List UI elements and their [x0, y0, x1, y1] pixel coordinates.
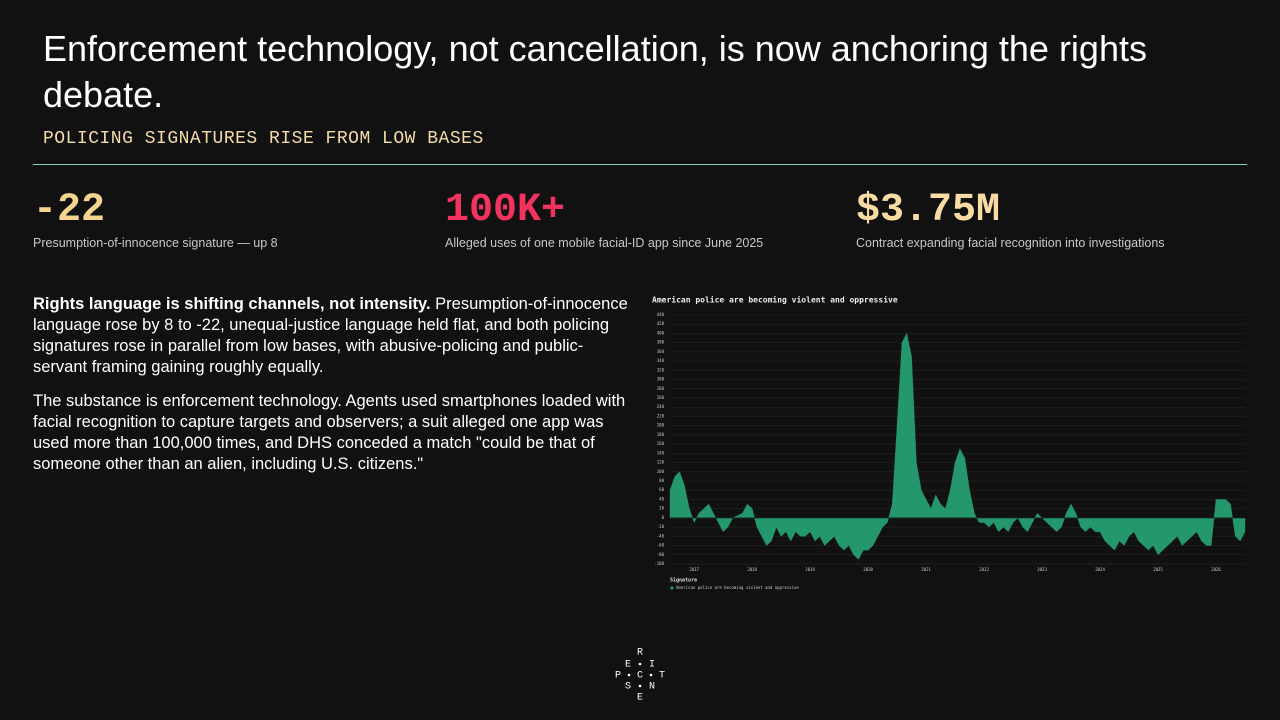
logo-letter: C	[637, 671, 643, 682]
kpi: -22 Presumption-of-innocence signature —…	[33, 188, 278, 250]
y-tick-label: 200	[657, 423, 665, 428]
x-tick-label: 2025	[1153, 567, 1163, 572]
y-tick-label: 420	[657, 321, 665, 326]
logo-letter: N	[649, 682, 655, 693]
y-tick-label: -40	[657, 533, 665, 538]
paragraph: The substance is enforcement technology.…	[33, 392, 626, 473]
logo-letter: P	[615, 671, 621, 682]
y-tick-label: 260	[657, 395, 665, 400]
y-tick-label: 140	[657, 450, 665, 455]
legend-swatch	[670, 586, 674, 590]
y-tick-label: 320	[657, 367, 665, 372]
logo-letter: I	[649, 660, 655, 671]
x-tick-label: 2019	[805, 567, 815, 572]
y-tick-label: 40	[659, 496, 664, 501]
text: Presumption-of-innocence language rose b…	[33, 295, 628, 376]
x-tick-label: 2026	[1211, 567, 1221, 572]
y-tick-label: 360	[657, 349, 665, 354]
kpi-caption: Presumption-of-innocence signature — up …	[33, 236, 278, 250]
logo-letter: E	[637, 693, 643, 704]
y-tick-label: -100	[654, 561, 664, 566]
logo-dot	[638, 662, 642, 666]
x-tick-label: 2024	[1095, 567, 1105, 572]
slide-title: Enforcement technology, not cancellation…	[43, 28, 1147, 115]
kpi-value: 100K+	[445, 188, 566, 233]
y-tick-label: 340	[657, 358, 665, 363]
y-tick-label: 20	[659, 506, 664, 511]
x-tick-label: 2021	[921, 567, 931, 572]
logo-letter: S	[625, 682, 631, 693]
x-tick-label: 2017	[689, 567, 699, 572]
kpi-value: -22	[33, 188, 106, 233]
y-tick-label: 240	[657, 404, 665, 409]
logo-dot	[638, 684, 642, 688]
divider	[33, 164, 1247, 165]
y-tick-label: -20	[657, 524, 665, 529]
logo: RE IP C TS NE	[615, 648, 665, 704]
y-tick-label: 280	[657, 386, 665, 391]
y-tick-label: 440	[657, 312, 665, 317]
x-tick-label: 2022	[979, 567, 989, 572]
y-tick-label: 80	[659, 478, 664, 483]
legend-title: Signature	[670, 578, 697, 584]
subtitle: POLICING SIGNATURES RISE FROM LOW BASES	[43, 129, 484, 149]
y-tick-label: 180	[657, 432, 665, 437]
y-tick-label: 160	[657, 441, 665, 446]
logo-dot	[649, 673, 653, 677]
area	[669, 332, 1246, 560]
paragraph: Rights language is shifting channels, no…	[33, 294, 633, 378]
lead: Rights language is shifting channels, no…	[33, 295, 431, 313]
kpi-caption: Alleged uses of one mobile facial-ID app…	[445, 236, 764, 250]
kpi-caption: Contract expanding facial recognition in…	[856, 236, 1165, 250]
legend-label: American police are becoming violent and…	[676, 585, 799, 590]
x-tick-label: 2020	[863, 567, 873, 572]
y-tick-label: 220	[657, 413, 665, 418]
x-tick-label: 2023	[1037, 567, 1047, 572]
chart-title: American police are becoming violent and…	[652, 295, 898, 305]
y-tick-label: 0	[662, 515, 665, 520]
y-tick-label: 100	[657, 469, 665, 474]
y-tick-label: -60	[657, 543, 665, 548]
kpi: $3.75M Contract expanding facial recogni…	[856, 188, 1165, 250]
y-tick-label: 400	[657, 330, 665, 335]
chart: American police are becoming violent and…	[652, 295, 1246, 590]
body-text: Rights language is shifting channels, no…	[33, 294, 633, 488]
logo-letter: E	[625, 660, 631, 671]
y-tick-label: 380	[657, 340, 665, 345]
y-tick-label: 120	[657, 460, 665, 465]
y-tick-label: -80	[657, 552, 665, 557]
logo-letter: T	[659, 671, 665, 682]
kpi: 100K+ Alleged uses of one mobile facial-…	[445, 188, 763, 250]
y-tick-label: 300	[657, 377, 665, 382]
logo-dot	[627, 673, 631, 677]
kpi-value: $3.75M	[856, 188, 1001, 233]
x-tick-label: 2018	[747, 567, 757, 572]
y-tick-label: 60	[659, 487, 664, 492]
logo-letter: R	[637, 648, 643, 659]
